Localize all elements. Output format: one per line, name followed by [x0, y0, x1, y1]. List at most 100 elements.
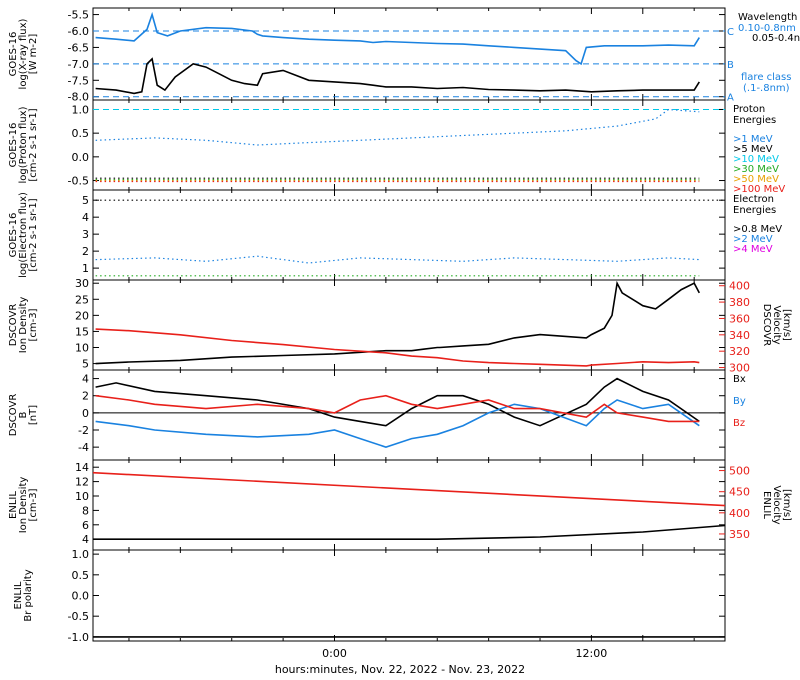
proton-ytick-label: -0.5 — [68, 175, 89, 188]
dscovr_field-ylabel: [nT] — [28, 405, 39, 425]
x-tick-label: 0:00 — [322, 647, 347, 660]
enlil_plasma-ytick-label: 8 — [82, 504, 89, 517]
dscovr_field-legend-entry: Bx — [733, 374, 746, 385]
enlil_plasma-series-velocity — [92, 471, 726, 507]
xray-ytick-label: -8.0 — [68, 91, 89, 104]
dscovr_plasma-ytick-right-label: 320 — [729, 345, 750, 358]
enlil_polarity-ytick-label: 0.5 — [72, 569, 90, 582]
dscovr_plasma-ylabel: Ion Density — [18, 297, 29, 354]
dscovr_field-ytick-label: -4 — [78, 441, 89, 454]
dscovr_field-ytick-label: 0 — [82, 407, 89, 420]
electron-series-2MeV — [95, 255, 700, 264]
xray-ytick-label: -6.5 — [68, 41, 89, 54]
xray-ylabel: [W m-2] — [28, 34, 39, 75]
electron-ylabel: log(Electron flux) — [18, 192, 29, 278]
electron-ylabel: [cm-2 s-1 sr-1] — [28, 198, 39, 271]
proton-legend-entry: >1 MeV — [733, 134, 773, 145]
enlil_plasma-ylabel: ENLIL — [8, 491, 19, 519]
enlil_plasma-ytick-right-label: 450 — [729, 486, 750, 499]
enlil_polarity-frame — [92, 549, 726, 642]
electron-ytick-label: 3 — [82, 228, 89, 241]
dscovr_plasma-ylabel-right: [km/s] — [781, 309, 792, 341]
electron-ylabel: GOES-16 — [8, 213, 19, 258]
enlil_plasma-frame — [92, 459, 726, 551]
electron-legend-entry: >4 MeV — [733, 244, 773, 255]
xray-legend-entry: 0.05-0.4nm — [752, 33, 800, 44]
enlil_polarity-ylabel: ENLIL — [13, 581, 24, 609]
proton-legend-entry: >5 MeV — [733, 144, 773, 155]
electron-ytick-label: 1 — [82, 262, 89, 275]
dscovr_plasma-series-density — [95, 280, 701, 365]
dscovr_plasma-ytick-right-label: 300 — [729, 362, 750, 375]
electron-ytick-label: 2 — [82, 245, 89, 258]
dscovr_plasma-series-velocity — [95, 328, 700, 367]
proton-series-1MeV — [95, 108, 700, 146]
dscovr_plasma-ytick-right-label: 360 — [729, 312, 750, 325]
dscovr_plasma-ytick-right-label: 340 — [729, 329, 750, 342]
enlil_plasma-ylabel-right: ENLIL — [761, 491, 772, 519]
enlil_plasma-ytick-label: 10 — [75, 490, 89, 503]
enlil_plasma-ytick-label: 6 — [82, 519, 89, 532]
xray-ytick-label: -7.5 — [68, 74, 89, 87]
enlil_plasma-ytick-right-label: 400 — [729, 507, 750, 520]
dscovr_field-ytick-label: 4 — [82, 373, 89, 386]
dscovr_plasma-ytick-right-label: 400 — [729, 280, 750, 293]
xray-legend-title: Wavelength — [738, 12, 797, 23]
electron-legend-title: Electron — [733, 194, 774, 205]
enlil_polarity-ytick-label: 0.0 — [72, 590, 90, 603]
proton-frame — [92, 99, 726, 191]
dscovr_plasma-ytick-label: 30 — [75, 277, 89, 290]
xray-ylabel: GOES-16 — [8, 32, 19, 77]
dscovr_field-series-Bx — [95, 377, 700, 427]
x-tick-label: 12:00 — [576, 647, 608, 660]
xray-ytick-label: -5.5 — [68, 9, 89, 22]
enlil_polarity-ytick-label: 1.0 — [72, 548, 90, 561]
dscovr_plasma-ytick-label: 10 — [75, 342, 89, 355]
proton-legend-entry: >100 MeV — [733, 184, 785, 195]
proton-legend-entry: >10 MeV — [733, 154, 779, 165]
flare-class-range: (.1-.8nm) — [743, 83, 790, 94]
xray-series-01008nm — [95, 11, 700, 66]
enlil_plasma-ytick-label: 14 — [75, 461, 89, 474]
enlil_plasma-ylabel-right: [km/s] — [781, 489, 792, 521]
dscovr_plasma-ytick-label: 15 — [75, 325, 89, 338]
dscovr_plasma-ytick-label: 20 — [75, 309, 89, 322]
enlil_plasma-ytick-label: 4 — [82, 533, 89, 546]
dscovr_plasma-ytick-right-label: 380 — [729, 296, 750, 309]
dscovr_field-ylabel: B — [18, 411, 29, 418]
xray-series-00504nm — [95, 57, 700, 95]
proton-legend-entry: >50 MeV — [733, 174, 779, 185]
proton-ytick-label: 0.5 — [72, 127, 90, 140]
electron-legend-entry: >0.8 MeV — [733, 224, 782, 235]
dscovr_field-ytick-label: -2 — [78, 424, 89, 437]
dscovr_plasma-ylabel-right: Velocity — [771, 305, 782, 344]
proton-ytick-label: 0.0 — [72, 151, 90, 164]
proton-legend-title: Energies — [733, 115, 776, 126]
xray-legend-entry: 0.10-0.8nm — [738, 23, 796, 34]
dscovr_plasma-ytick-label: 25 — [75, 293, 89, 306]
proton-legend-title: Proton — [733, 104, 765, 115]
enlil_plasma-ylabel: [cm-3] — [28, 488, 39, 521]
dscovr_field-legend-entry: Bz — [733, 418, 745, 429]
proton-legend-entry: >30 MeV — [733, 164, 779, 175]
dscovr_field-series-Bz — [95, 394, 700, 423]
flare-level-label: B — [727, 60, 734, 71]
enlil_plasma-ylabel-right: Velocity — [771, 485, 782, 524]
dscovr_plasma-ylabel: [cm-3] — [28, 308, 39, 341]
electron-ytick-label: 5 — [82, 194, 89, 207]
proton-ylabel: [cm-2 s-1 sr-1] — [28, 108, 39, 181]
xray-ylabel: log(X-ray flux) — [18, 18, 29, 89]
dscovr_field-legend-entry: By — [733, 396, 746, 407]
enlil_plasma-ylabel: Ion Density — [18, 477, 29, 534]
electron-frame — [92, 189, 726, 281]
flare-level-label: C — [727, 27, 734, 38]
dscovr_plasma-ylabel: DSCOVR — [8, 304, 19, 347]
xray-ytick-label: -6.0 — [68, 25, 89, 38]
dscovr_field-series-By — [95, 399, 700, 448]
enlil_polarity-ytick-label: -1.0 — [68, 631, 89, 644]
enlil_plasma-ytick-right-label: 350 — [729, 528, 750, 541]
enlil_polarity-ytick-label: -0.5 — [68, 610, 89, 623]
dscovr_plasma-ylabel-right: DSCOVR — [761, 304, 772, 347]
enlil_plasma-ytick-right-label: 500 — [729, 465, 750, 478]
